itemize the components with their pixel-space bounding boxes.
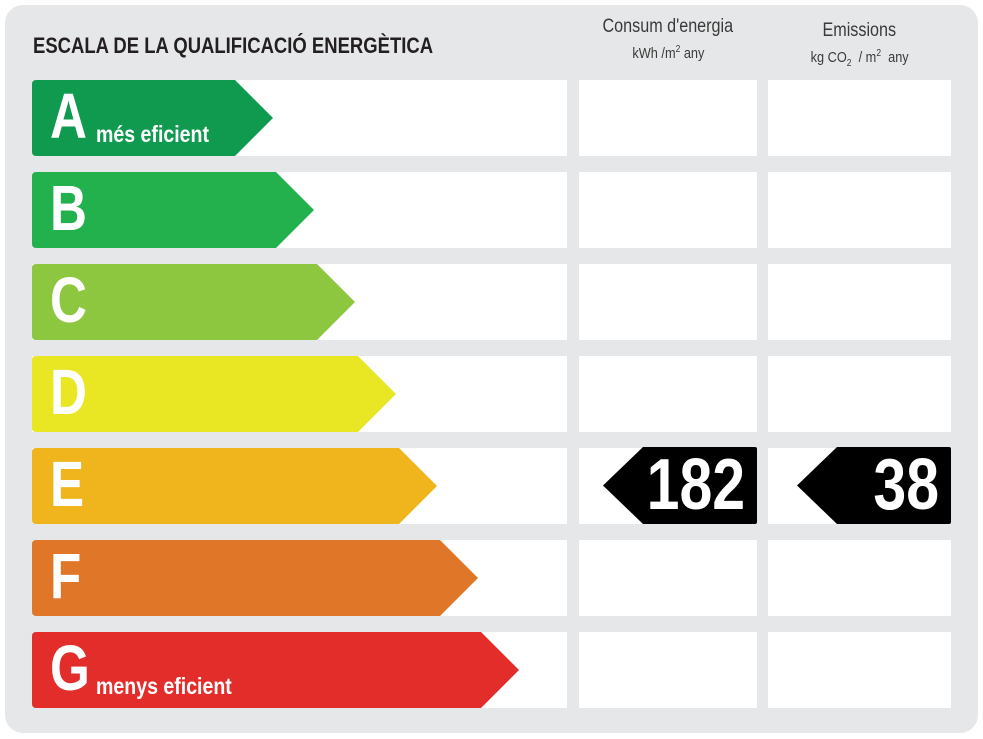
rating-letter: C	[50, 264, 87, 336]
rating-row-b: B	[0, 172, 983, 248]
rating-letter: D	[50, 356, 87, 428]
consumption-header: Consum d'energia kWh /m2 any	[579, 17, 757, 61]
rating-letter: A	[50, 80, 87, 152]
rating-row-c: C	[0, 264, 983, 340]
unit-sup: 2	[876, 48, 881, 59]
unit-text: / m	[851, 49, 877, 66]
emissions-header: Emissions kg CO2 / m2 any	[768, 21, 951, 69]
unit-text: any	[880, 49, 909, 66]
rating-letter: F	[50, 540, 82, 612]
emissions-cell	[768, 632, 951, 708]
rating-arrow: F	[32, 540, 478, 616]
rating-letter: G	[50, 632, 90, 704]
rating-letter: E	[50, 448, 85, 520]
consumption-unit: kWh /m2 any	[579, 44, 757, 62]
badge-shape	[603, 447, 757, 524]
rating-description: més eficient	[96, 121, 210, 147]
consumption-label: Consum d'energia	[602, 16, 734, 37]
label-title: ESCALA DE LA QUALIFICACIÓ ENERGÈTICA	[33, 33, 434, 58]
emissions-cell	[768, 540, 951, 616]
rating-arrow: D	[32, 356, 396, 432]
rating-arrow: B	[32, 172, 314, 248]
emissions-cell	[768, 80, 951, 156]
consumption-cell	[579, 172, 757, 248]
consumption-cell	[579, 80, 757, 156]
emissions-label: Emissions	[822, 20, 897, 41]
arrow-shape	[32, 448, 437, 524]
badge-value: 38	[873, 445, 939, 525]
rating-letter: B	[50, 172, 87, 244]
arrow-shape	[32, 632, 519, 708]
rating-row-e: E 182 38	[0, 447, 983, 524]
rating-description: menys eficient	[96, 673, 232, 699]
rating-arrow: C	[32, 264, 355, 340]
consumption-cell	[579, 632, 757, 708]
emissions-unit: kg CO2 / m2 any	[768, 49, 951, 69]
rating-row-f: F	[0, 540, 983, 616]
consumption-cell	[579, 264, 757, 340]
unit-text: kg CO	[810, 49, 847, 66]
arrow-shape	[32, 356, 396, 432]
arrow-shape	[32, 264, 355, 340]
emissions-cell	[768, 356, 951, 432]
emissions-cell	[768, 172, 951, 248]
consumption-cell	[579, 540, 757, 616]
unit-text: kWh /m	[631, 45, 676, 62]
emissions-cell	[768, 264, 951, 340]
arrow-shape	[32, 80, 273, 156]
rating-row-d: D	[0, 356, 983, 432]
emissions-badge: 38	[797, 447, 951, 524]
badge-value: 182	[646, 445, 745, 525]
unit-text: any	[679, 45, 705, 62]
arrow-shape	[32, 540, 478, 616]
unit-sup: 2	[675, 44, 680, 55]
badge-shape	[797, 447, 951, 524]
rating-arrow: E	[32, 448, 437, 524]
consumption-cell	[579, 356, 757, 432]
unit-sub: 2	[846, 58, 852, 69]
consumption-badge: 182	[603, 447, 757, 524]
arrow-shape	[32, 172, 314, 248]
